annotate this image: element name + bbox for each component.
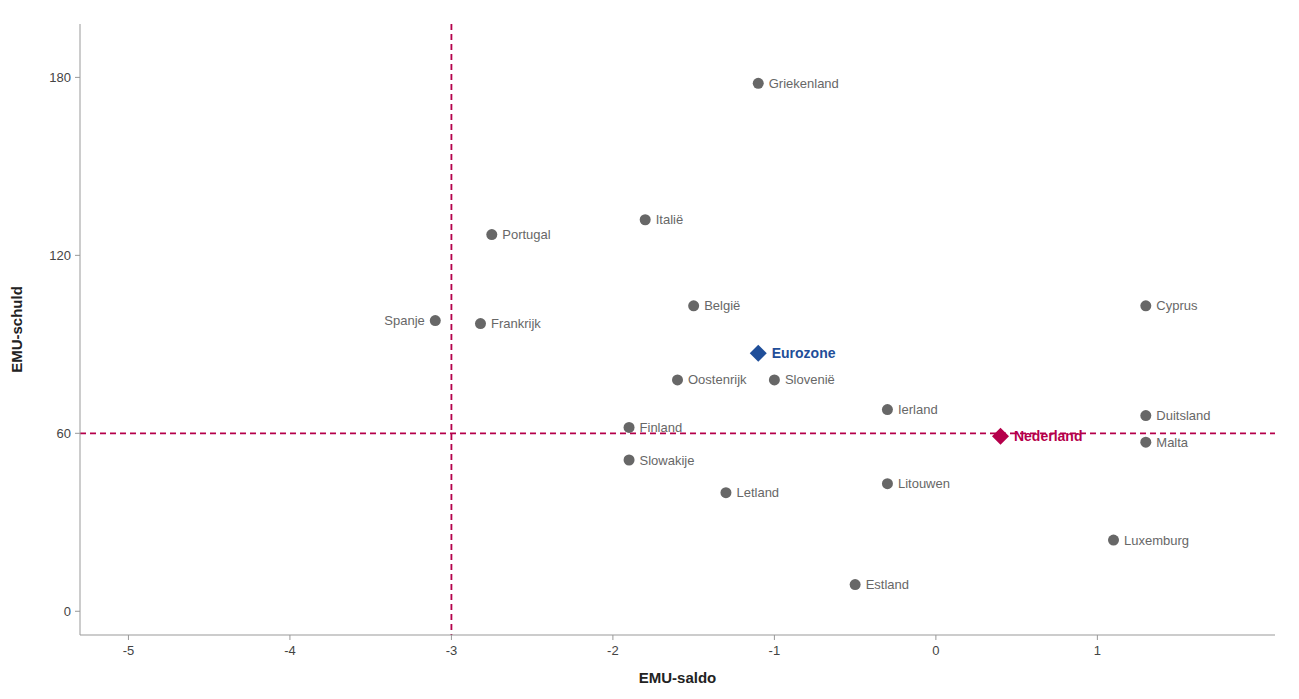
y-tick [75, 255, 80, 256]
point-label: Litouwen [898, 476, 950, 491]
point-label: Portugal [502, 227, 551, 242]
point-label: Malta [1156, 435, 1189, 450]
x-tick [128, 635, 129, 640]
x-tick-label: -2 [607, 643, 619, 658]
point-label: Slowakije [640, 453, 695, 468]
point [769, 374, 780, 385]
point [850, 579, 861, 590]
x-tick [612, 635, 613, 640]
x-tick-label: 0 [932, 643, 939, 658]
point [672, 374, 683, 385]
point-label: Estland [866, 577, 909, 592]
y-axis-label: EMU-schuld [8, 286, 25, 373]
x-tick-label: -1 [769, 643, 781, 658]
x-tick [1097, 635, 1098, 640]
point [753, 78, 764, 89]
point-label: Slovenië [785, 372, 835, 387]
point [624, 455, 635, 466]
point-labels: Griekenland Portugal Italië België Spanje Fra… [384, 76, 1210, 592]
point-label: Duitsland [1156, 408, 1210, 423]
point-label: België [704, 298, 740, 313]
y-tick-label: 0 [64, 604, 71, 619]
x-axis-label: EMU-saldo [639, 669, 717, 686]
y-tick [75, 77, 80, 78]
y-tick [75, 433, 80, 434]
points [430, 78, 1152, 590]
point-label: Nederland [1014, 428, 1082, 444]
point-label: Oostenrijk [688, 372, 747, 387]
x-tick [451, 635, 452, 640]
point [1140, 300, 1151, 311]
point-label: Eurozone [772, 345, 836, 361]
point-label: Cyprus [1156, 298, 1198, 313]
point [475, 318, 486, 329]
point-label: Griekenland [769, 76, 839, 91]
point [640, 214, 651, 225]
y-axis-line [80, 24, 81, 635]
point-label: Frankrijk [491, 316, 541, 331]
point [430, 315, 441, 326]
x-tick-label: -4 [284, 643, 296, 658]
point [750, 345, 767, 362]
x-tick [289, 635, 290, 640]
y-tick-label: 180 [49, 70, 71, 85]
point [624, 422, 635, 433]
point [992, 428, 1009, 445]
x-axis-line [80, 635, 1275, 636]
x-tick [935, 635, 936, 640]
y-tick-label: 60 [57, 426, 71, 441]
point [1108, 535, 1119, 546]
point [882, 404, 893, 415]
point [688, 300, 699, 311]
axes: -5 -4 -3 -2 -1 0 1 0 60 120 180 [49, 24, 1275, 658]
point [1140, 410, 1151, 421]
plot-area [80, 24, 1275, 635]
point [1140, 437, 1151, 448]
point [720, 487, 731, 498]
point-label: Letland [736, 485, 779, 500]
x-tick-label: 1 [1094, 643, 1101, 658]
point-label: Luxemburg [1124, 533, 1189, 548]
chart: -5 -4 -3 -2 -1 0 1 0 60 120 180 EMU-saldo EMU-schuld… [0, 0, 1299, 699]
y-tick [75, 611, 80, 612]
point-label: Finland [640, 420, 683, 435]
x-tick [774, 635, 775, 640]
point-label: Ierland [898, 402, 938, 417]
reference-line-x [451, 24, 453, 635]
point [882, 478, 893, 489]
y-tick-label: 120 [49, 248, 71, 263]
point [486, 229, 497, 240]
x-tick-label: -3 [446, 643, 458, 658]
point-label: Italië [656, 212, 683, 227]
point-label: Spanje [384, 313, 424, 328]
x-tick-label: -5 [123, 643, 135, 658]
